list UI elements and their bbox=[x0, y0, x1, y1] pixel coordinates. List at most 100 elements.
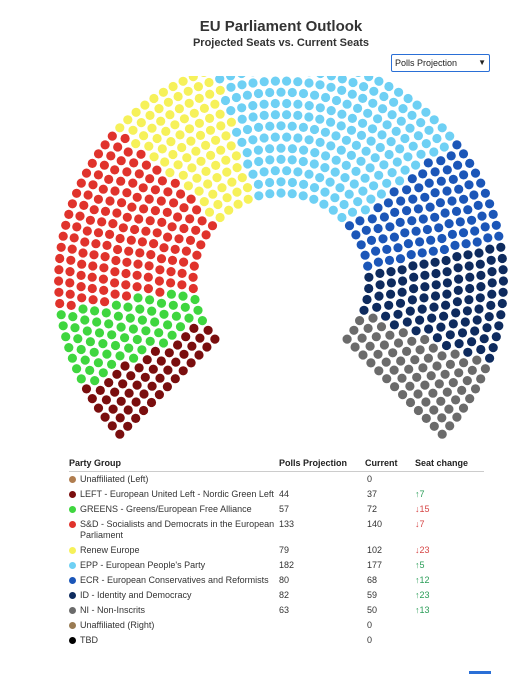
seat-dot bbox=[177, 280, 187, 290]
seat-dot bbox=[366, 194, 376, 204]
chevron-down-icon: ▼ bbox=[478, 58, 486, 67]
seat-dot bbox=[310, 148, 320, 158]
seat-dot bbox=[407, 336, 417, 346]
seat-dot bbox=[429, 147, 439, 157]
seat-dot bbox=[347, 89, 357, 99]
seat-dot bbox=[375, 142, 385, 153]
seat-dot bbox=[498, 265, 508, 275]
seat-dot bbox=[436, 156, 446, 166]
seat-change-cell: ↑13 bbox=[415, 603, 484, 618]
seat-dot bbox=[320, 187, 330, 197]
seat-dot bbox=[121, 268, 131, 279]
seat-dot bbox=[192, 173, 202, 183]
seat-dot bbox=[82, 326, 92, 336]
seat-dot bbox=[226, 82, 236, 92]
seat-change-cell: ↑5 bbox=[415, 558, 484, 573]
seat-dot bbox=[231, 92, 241, 103]
seat-dot bbox=[373, 223, 383, 234]
seat-dot bbox=[299, 179, 309, 189]
seat-dot bbox=[65, 289, 75, 299]
seat-dot bbox=[259, 133, 269, 143]
seat-dot bbox=[104, 378, 114, 388]
seat-dot bbox=[139, 204, 149, 214]
seat-dot bbox=[287, 155, 297, 165]
seat-dot bbox=[476, 344, 486, 355]
seat-dot bbox=[83, 190, 93, 200]
seat-dot bbox=[458, 403, 469, 413]
seat-dot bbox=[174, 104, 184, 114]
seat-dot bbox=[189, 261, 199, 271]
seat-dot bbox=[429, 115, 439, 125]
party-name: ID - Identity and Democracy bbox=[80, 590, 192, 600]
seat-dot bbox=[157, 144, 167, 154]
seat-dot bbox=[184, 98, 194, 108]
seat-dot bbox=[150, 346, 160, 356]
seat-dot bbox=[374, 170, 384, 180]
seat-dot bbox=[124, 388, 134, 398]
seat-dot bbox=[361, 225, 371, 235]
seat-dot bbox=[385, 330, 395, 340]
seat-dot bbox=[455, 217, 465, 227]
seat-dot bbox=[445, 359, 455, 369]
table-row: NI - Non-Inscrits 63 50 ↑13 bbox=[69, 603, 484, 618]
seat-dot bbox=[429, 302, 439, 312]
seat-dot bbox=[147, 123, 157, 133]
seat-dot bbox=[331, 95, 342, 106]
seat-dot bbox=[387, 110, 397, 120]
scroll-indicator bbox=[469, 671, 491, 674]
seat-dot bbox=[309, 194, 319, 204]
seat-dot bbox=[431, 280, 441, 290]
seat-dot bbox=[128, 178, 138, 188]
seat-dot bbox=[123, 421, 133, 431]
seat-dot bbox=[337, 76, 347, 84]
seat-dot bbox=[237, 114, 247, 124]
seat-dot bbox=[270, 76, 280, 86]
seat-dot bbox=[448, 319, 458, 329]
seat-dot bbox=[139, 131, 149, 141]
seat-dot bbox=[179, 203, 189, 213]
seat-dot bbox=[410, 355, 420, 365]
seat-dot bbox=[101, 308, 111, 318]
seat-dot bbox=[408, 194, 418, 204]
seat-dot bbox=[397, 373, 407, 383]
seat-change-cell: ↓23 bbox=[415, 543, 484, 558]
seat-dot bbox=[169, 198, 179, 208]
seat-dot bbox=[454, 368, 464, 378]
seat-dot bbox=[98, 184, 108, 194]
party-cell: Unaffiliated (Right) bbox=[69, 618, 279, 633]
seat-dot bbox=[382, 244, 392, 254]
seat-dot bbox=[409, 284, 419, 294]
seat-dot bbox=[210, 334, 220, 344]
seat-dot bbox=[154, 390, 164, 400]
seat-dot bbox=[391, 126, 401, 136]
seat-dot bbox=[413, 204, 423, 214]
party-name: EPP - European People's Party bbox=[80, 560, 206, 570]
header-party-group: Party Group bbox=[69, 455, 279, 472]
seat-dot bbox=[265, 189, 275, 199]
seat-dot bbox=[402, 206, 412, 216]
seat-dot bbox=[231, 151, 241, 161]
seat-dot bbox=[243, 194, 253, 204]
seat-dot bbox=[171, 311, 181, 321]
seat-dot bbox=[398, 390, 408, 400]
seat-dot bbox=[424, 178, 434, 188]
seat-dot bbox=[205, 89, 215, 99]
seat-dot bbox=[226, 106, 236, 116]
seat-dot bbox=[92, 317, 102, 327]
seat-dot bbox=[358, 186, 368, 196]
seat-dot bbox=[442, 186, 452, 196]
seat-dot bbox=[89, 205, 99, 215]
seat-dot bbox=[210, 99, 220, 109]
seat-dot bbox=[128, 324, 138, 334]
seat-dot bbox=[335, 183, 345, 193]
seat-dot bbox=[188, 76, 198, 82]
seat-dot bbox=[373, 203, 383, 213]
seat-dot bbox=[462, 306, 472, 316]
view-select[interactable]: Polls Projection ▼ bbox=[391, 54, 490, 72]
seat-dot bbox=[126, 235, 136, 245]
party-cell: LEFT - European United Left - Nordic Gre… bbox=[69, 487, 279, 502]
seat-dot bbox=[358, 93, 368, 103]
seat-dot bbox=[90, 306, 100, 316]
seat-dot bbox=[472, 237, 482, 247]
seat-dot bbox=[370, 153, 380, 163]
